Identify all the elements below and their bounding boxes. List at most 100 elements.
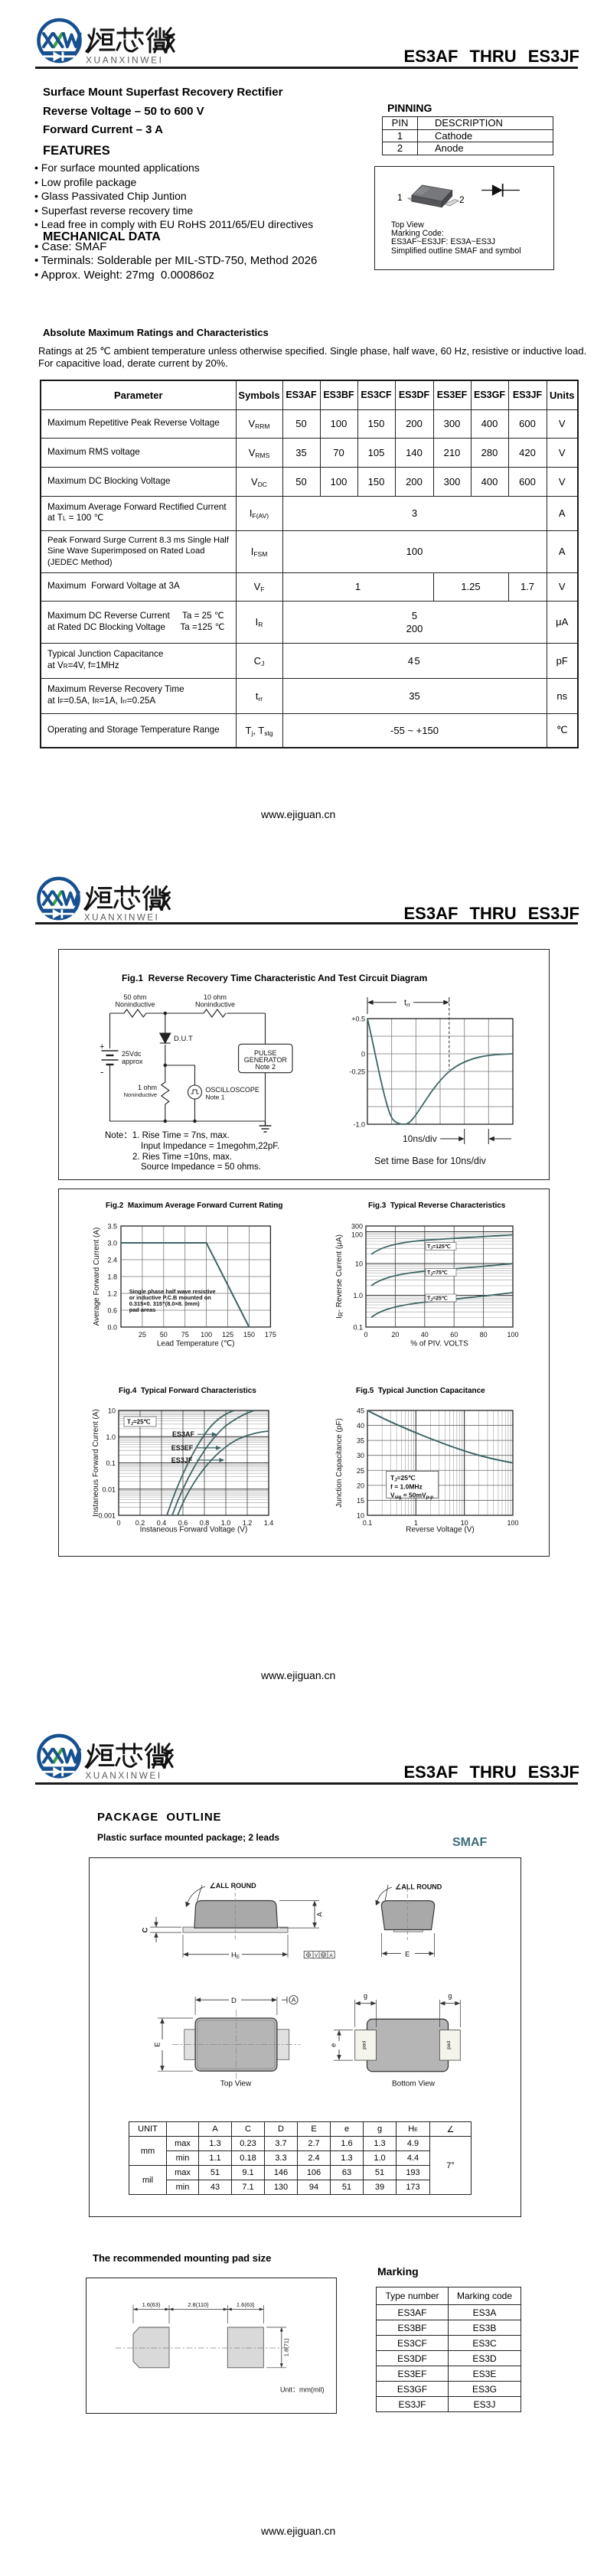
svg-text:80: 80 bbox=[480, 1331, 488, 1339]
svg-text:Average Forward Current (A): Average Forward Current (A) bbox=[93, 1228, 101, 1326]
svg-text:TJ=25℃: TJ=25℃ bbox=[127, 1419, 151, 1427]
svg-text:3.0: 3.0 bbox=[107, 1240, 117, 1247]
svg-text:1.6(63): 1.6(63) bbox=[142, 2301, 161, 2308]
svg-text:ES3EF: ES3EF bbox=[171, 1444, 194, 1452]
svg-text:1: 1 bbox=[414, 1519, 418, 1527]
svg-text:Unit：mm(mil): Unit：mm(mil) bbox=[280, 2386, 325, 2394]
svg-text:1.8(71): 1.8(71) bbox=[283, 2338, 290, 2356]
svg-text:0: 0 bbox=[361, 1051, 365, 1058]
svg-text:Bottom View: Bottom View bbox=[392, 2079, 436, 2088]
svg-text:35: 35 bbox=[357, 1437, 364, 1445]
svg-text:Top View: Top View bbox=[220, 2079, 252, 2088]
svg-text:3.5: 3.5 bbox=[107, 1223, 117, 1231]
svg-text:HE: HE bbox=[231, 1952, 240, 1961]
svg-text:125: 125 bbox=[222, 1331, 233, 1339]
svg-text:∠ALL ROUND: ∠ALL ROUND bbox=[210, 1882, 256, 1890]
svg-text:40: 40 bbox=[421, 1331, 429, 1339]
svg-text:e: e bbox=[330, 2043, 338, 2047]
svg-text:Noninductive: Noninductive bbox=[115, 1001, 155, 1009]
svg-text:150: 150 bbox=[243, 1331, 255, 1339]
svg-text:PULSE: PULSE bbox=[254, 1049, 277, 1057]
svg-text:-0.25: -0.25 bbox=[349, 1068, 365, 1076]
svg-text:100: 100 bbox=[351, 1231, 363, 1239]
svg-text:or inductive P.C.B mounted on: or inductive P.C.B mounted on bbox=[129, 1294, 212, 1301]
svg-text:g: g bbox=[364, 1992, 367, 2000]
svg-text:E: E bbox=[405, 1950, 410, 1958]
svg-text:TJ=25℃: TJ=25℃ bbox=[390, 1474, 416, 1483]
svg-text:100: 100 bbox=[201, 1331, 212, 1339]
svg-text:50 ohm: 50 ohm bbox=[123, 993, 146, 1001]
svg-text:0: 0 bbox=[364, 1331, 367, 1339]
svg-text:25Vdc: 25Vdc bbox=[122, 1050, 142, 1058]
svg-text:Note 1: Note 1 bbox=[205, 1093, 224, 1101]
svg-text:1.6(63): 1.6(63) bbox=[237, 2301, 255, 2308]
svg-text:D.U.T: D.U.T bbox=[174, 1035, 193, 1043]
svg-text:1.0: 1.0 bbox=[106, 1433, 116, 1441]
svg-text:Note 2: Note 2 bbox=[256, 1063, 276, 1071]
svg-text:TJ=125℃: TJ=125℃ bbox=[427, 1244, 451, 1251]
svg-text:0.1: 0.1 bbox=[363, 1519, 373, 1527]
svg-text:0.001: 0.001 bbox=[98, 1512, 116, 1520]
svg-text:C: C bbox=[142, 1927, 150, 1932]
svg-text:0.01: 0.01 bbox=[102, 1485, 116, 1493]
svg-text:TJ=75℃: TJ=75℃ bbox=[427, 1270, 448, 1277]
svg-text:25: 25 bbox=[357, 1467, 364, 1475]
svg-text:0: 0 bbox=[116, 1519, 120, 1527]
svg-text:0.6: 0.6 bbox=[107, 1307, 117, 1315]
svg-text:1 ohm: 1 ohm bbox=[138, 1084, 157, 1091]
svg-text:10ns/div: 10ns/div bbox=[403, 1133, 437, 1144]
svg-text:0.1: 0.1 bbox=[353, 1324, 363, 1332]
svg-text:D: D bbox=[231, 1997, 237, 2005]
svg-text:Lead Temperature (℃): Lead Temperature (℃) bbox=[157, 1339, 235, 1348]
svg-text:0.8: 0.8 bbox=[200, 1519, 210, 1527]
svg-text:1.2: 1.2 bbox=[243, 1519, 253, 1527]
svg-text:25: 25 bbox=[139, 1331, 146, 1339]
svg-text:0.6: 0.6 bbox=[178, 1519, 188, 1527]
svg-text:10: 10 bbox=[108, 1407, 116, 1415]
svg-text:75: 75 bbox=[181, 1331, 189, 1339]
svg-text:Single phase half wave resisti: Single phase half wave resistive bbox=[129, 1288, 216, 1295]
svg-text:10: 10 bbox=[357, 1512, 364, 1520]
svg-text:g: g bbox=[448, 1992, 452, 2000]
svg-text:Instaneous Forward Voltage (V): Instaneous Forward Voltage (V) bbox=[140, 1526, 248, 1534]
svg-text:100: 100 bbox=[507, 1331, 518, 1339]
svg-text:0.1: 0.1 bbox=[106, 1459, 116, 1467]
svg-text:30: 30 bbox=[357, 1452, 364, 1459]
svg-text:-1.0: -1.0 bbox=[353, 1121, 365, 1129]
svg-text:pad: pad bbox=[446, 2040, 452, 2049]
svg-text:Reverse Voltage (V): Reverse Voltage (V) bbox=[406, 1526, 475, 1534]
svg-text:1.4: 1.4 bbox=[264, 1519, 274, 1527]
svg-text:E: E bbox=[154, 2042, 162, 2046]
svg-text:1.8: 1.8 bbox=[107, 1273, 117, 1281]
svg-text:40: 40 bbox=[357, 1422, 364, 1430]
svg-text:50: 50 bbox=[160, 1331, 168, 1339]
svg-text:0.2: 0.2 bbox=[135, 1519, 145, 1527]
svg-text:10: 10 bbox=[355, 1260, 363, 1268]
svg-text:GENERATOR: GENERATOR bbox=[244, 1056, 288, 1064]
svg-text:Instaneous Forward Current (A): Instaneous Forward Current (A) bbox=[92, 1409, 100, 1517]
svg-text:A: A bbox=[292, 1997, 296, 2004]
svg-text:Junction Capacitance (pF): Junction Capacitance (pF) bbox=[335, 1418, 344, 1508]
svg-text:pad: pad bbox=[362, 2040, 367, 2049]
svg-text:M: M bbox=[321, 1954, 325, 1958]
svg-text:f = 1.0MHz: f = 1.0MHz bbox=[390, 1483, 423, 1491]
svg-text:A: A bbox=[329, 1953, 333, 1958]
svg-text:2.8(110): 2.8(110) bbox=[188, 2301, 209, 2308]
svg-text:60: 60 bbox=[450, 1331, 458, 1339]
svg-text:Vsig = 50mVp-p: Vsig = 50mVp-p bbox=[390, 1492, 433, 1501]
svg-text:100: 100 bbox=[507, 1519, 518, 1527]
svg-text:0.4: 0.4 bbox=[157, 1519, 167, 1527]
svg-text:∠ALL ROUND: ∠ALL ROUND bbox=[395, 1883, 442, 1890]
svg-text:-: - bbox=[100, 1066, 103, 1078]
svg-text:Noninductive: Noninductive bbox=[195, 1001, 235, 1009]
svg-text:TJ=25℃: TJ=25℃ bbox=[427, 1296, 448, 1303]
svg-text:+: + bbox=[100, 1042, 104, 1052]
svg-text:Set time Base for 10ns/div: Set time Base for 10ns/div bbox=[374, 1156, 487, 1166]
svg-text:1.0: 1.0 bbox=[221, 1519, 231, 1527]
svg-text:300: 300 bbox=[351, 1223, 363, 1231]
svg-text:15: 15 bbox=[357, 1497, 364, 1505]
svg-text:20: 20 bbox=[391, 1331, 399, 1339]
svg-text:10: 10 bbox=[461, 1519, 468, 1527]
svg-text:Noninductive: Noninductive bbox=[124, 1091, 157, 1098]
svg-text:+0.5: +0.5 bbox=[351, 1016, 365, 1023]
